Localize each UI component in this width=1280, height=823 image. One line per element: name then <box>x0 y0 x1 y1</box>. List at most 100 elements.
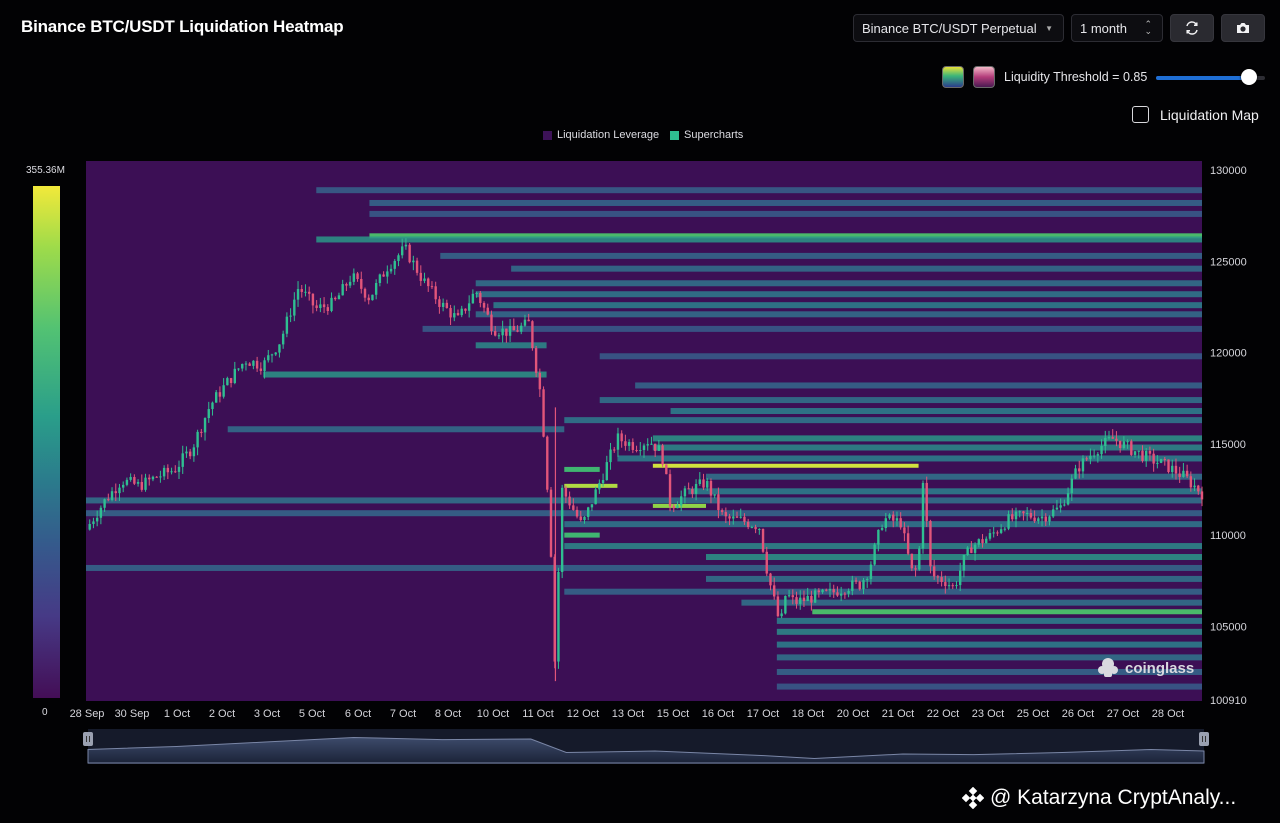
heat-band-22 <box>617 455 1202 462</box>
candle-body <box>311 293 315 306</box>
candle-body <box>691 489 694 494</box>
up-down-chevron-icon: ⌃ ⌄ <box>1144 19 1152 36</box>
candle-body <box>869 564 873 580</box>
candle-body <box>761 529 765 552</box>
candle-body <box>1115 438 1118 441</box>
candle-body <box>441 302 445 307</box>
range-select[interactable]: 1 month ⌃ ⌄ <box>1071 14 1163 42</box>
heat-band-2 <box>316 187 1202 194</box>
candle-body <box>434 286 437 300</box>
candle-body <box>732 516 735 519</box>
candle-body <box>181 453 184 467</box>
coinglass-brand-text: coinglass <box>1125 660 1194 677</box>
candle-body <box>1200 491 1204 500</box>
heat-band-10 <box>475 311 1202 318</box>
navigator-right-handle[interactable] <box>1199 732 1209 746</box>
candle-body <box>914 568 917 570</box>
heat-band-13 <box>599 353 1202 360</box>
threshold-slider-fill <box>1156 76 1249 80</box>
candle-body <box>233 368 236 383</box>
candle-body <box>799 597 802 604</box>
candle-body <box>322 304 326 308</box>
y-tick-label-2: 120000 <box>1210 348 1247 360</box>
legend-label-supercharts: Supercharts <box>684 129 744 141</box>
screenshot-button[interactable] <box>1221 14 1265 42</box>
candle-body <box>821 589 824 593</box>
candle-body <box>248 363 251 366</box>
candle-body <box>490 314 493 332</box>
candle-body <box>211 402 214 410</box>
candle-body <box>936 576 940 578</box>
candle-body <box>661 445 664 465</box>
candle-body <box>709 480 713 496</box>
candle-body <box>750 527 754 529</box>
navigator-left-handle[interactable] <box>83 732 93 746</box>
candle-body <box>337 295 341 300</box>
candle-body <box>255 360 259 369</box>
candle-body <box>1052 509 1055 517</box>
candle-body <box>601 480 605 484</box>
legend-item-leverage[interactable]: Liquidation Leverage <box>543 129 659 141</box>
candle-body <box>467 303 471 311</box>
heat-band-32 <box>564 532 600 538</box>
candle-body <box>1018 511 1021 513</box>
threshold-slider[interactable] <box>1156 69 1265 85</box>
candle-body <box>129 477 132 480</box>
candle-body <box>1137 450 1140 452</box>
candle-body <box>1089 455 1092 460</box>
candle-body <box>497 335 501 337</box>
candle-body <box>531 321 534 349</box>
candle-body <box>676 505 679 509</box>
legend-item-supercharts[interactable]: Supercharts <box>670 129 743 141</box>
heat-band-16 <box>599 397 1202 404</box>
candle-body <box>308 291 311 294</box>
candle-body <box>345 284 348 286</box>
candle-body <box>560 487 564 572</box>
candle-body <box>408 244 411 263</box>
threshold-label: Liquidity Threshold = 0.85 <box>1004 70 1148 84</box>
heat-band-27 <box>688 488 1202 495</box>
candle-body <box>330 297 333 311</box>
threshold-slider-handle[interactable] <box>1240 69 1257 85</box>
candle-body <box>780 613 783 617</box>
heatmap-palette-viridis-button[interactable] <box>942 66 964 88</box>
candle-body <box>1185 470 1189 477</box>
candle-body <box>151 476 155 480</box>
page-title: Binance BTC/USDT Liquidation Heatmap <box>21 17 344 36</box>
candle-body <box>479 292 482 303</box>
author-watermark-text: @ Katarzyna CryptAnaly... <box>990 786 1237 809</box>
heatmap-palette-pink-button[interactable] <box>973 66 995 88</box>
candle-body <box>319 304 322 309</box>
candle-body <box>445 302 449 309</box>
candle-body <box>1022 511 1025 514</box>
pair-select-value: Binance BTC/USDT Perpetual <box>862 20 1037 36</box>
heat-band-26 <box>564 483 618 488</box>
x-tick-label-14: 16 Oct <box>702 708 734 720</box>
candle-body <box>1096 454 1100 456</box>
candle-body <box>672 506 675 509</box>
candle-body <box>103 499 106 508</box>
heat-band-19 <box>227 426 565 433</box>
candle-body <box>1122 441 1126 448</box>
liquidation-map-checkbox[interactable] <box>1132 106 1149 123</box>
candle-body <box>1085 458 1088 460</box>
heat-band-28 <box>86 497 1202 504</box>
candle-body <box>888 514 891 519</box>
candle-body <box>296 289 300 300</box>
candle-body <box>423 278 426 281</box>
candle-body <box>386 271 389 277</box>
heat-band-35 <box>86 564 1202 571</box>
pair-select[interactable]: Binance BTC/USDT Perpetual ▼ <box>853 14 1064 42</box>
candle-body <box>148 477 151 480</box>
candle-body <box>858 581 861 590</box>
candle-body <box>1066 493 1070 505</box>
candle-body <box>1104 437 1107 447</box>
candle-body <box>92 521 95 525</box>
candle-body <box>754 527 757 530</box>
heat-band-33 <box>564 543 1202 550</box>
heat-band-12 <box>475 342 547 349</box>
refresh-button[interactable] <box>1170 14 1214 42</box>
x-tick-label-18: 21 Oct <box>882 708 914 720</box>
candle-body <box>88 524 91 530</box>
